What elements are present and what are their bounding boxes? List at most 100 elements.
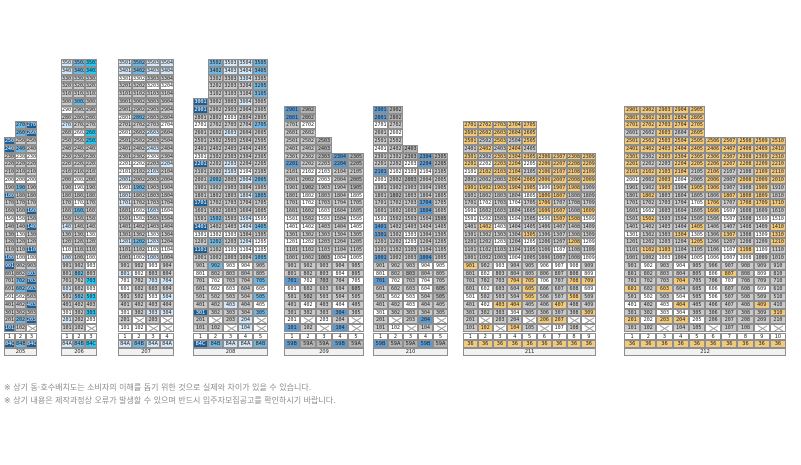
unit-cell[interactable]: 1402 [300,222,316,231]
unit-cell[interactable]: 1104 [332,246,348,254]
unit-cell[interactable]: 1302 [15,230,26,239]
unit-cell[interactable]: 1204 [418,238,433,247]
unit-cell[interactable]: 2502 [300,137,316,145]
unit-cell[interactable]: 101 [118,324,132,332]
unit-cell[interactable]: 2601 [373,129,388,137]
unit-cell[interactable]: 2104 [418,168,433,176]
unit-cell[interactable]: 1010 [769,254,786,262]
unit-cell[interactable]: 802 [132,269,146,278]
unit-cell[interactable]: 307 [721,308,738,317]
unit-cell[interactable]: 1601 [624,207,641,215]
unit-cell[interactable]: 3101 [61,90,73,98]
unit-cell[interactable]: 2202 [388,160,403,169]
unit-cell[interactable]: 910 [769,261,786,270]
unit-cell[interactable]: 1801 [61,191,73,200]
unit-cell[interactable]: 908 [737,261,754,270]
unit-cell[interactable]: 607 [721,285,738,293]
unit-cell[interactable]: 2603 [492,129,508,137]
unit-cell[interactable]: 2402 [15,144,26,153]
unit-cell[interactable]: 1801 [284,191,300,200]
unit-cell[interactable]: 2402 [477,144,493,153]
unit-cell[interactable]: 2403 [85,144,97,153]
unit-cell[interactable]: 1105 [348,246,364,254]
unit-cell[interactable]: 1401 [193,222,208,231]
unit-cell[interactable]: 2801 [118,113,132,122]
unit-cell[interactable]: 1506 [705,215,722,223]
unit-cell[interactable]: 907 [551,261,567,270]
unit-cell[interactable]: 1802 [208,191,223,200]
unit-cell[interactable]: 1603 [223,207,238,215]
unit-cell[interactable]: 3401 [61,66,73,75]
unit-cell[interactable]: 1103 [26,246,37,254]
unit-cell[interactable]: 1202 [300,238,316,247]
unit-cell[interactable]: 1108 [737,246,754,254]
unit-cell[interactable]: 2107 [721,168,738,176]
unit-cell[interactable]: 1905 [253,183,268,192]
unit-cell[interactable]: 1605 [253,207,268,215]
unit-cell[interactable]: 1204 [332,238,348,247]
unit-cell[interactable]: 309 [581,308,597,317]
unit-cell[interactable]: 2601 [193,129,208,137]
unit-cell[interactable]: 602 [15,285,26,293]
unit-cell[interactable]: 905 [688,261,705,270]
unit-cell[interactable]: 1001 [463,254,478,262]
unit-cell[interactable]: 1608 [737,207,754,215]
unit-cell[interactable]: 206 [537,316,552,325]
unit-cell[interactable]: 2704 [672,121,689,130]
unit-cell[interactable]: 2407 [721,144,738,153]
unit-cell[interactable]: 603 [85,285,97,293]
unit-cell[interactable]: 101 [4,324,15,332]
unit-cell[interactable]: 1803 [85,191,97,200]
unit-cell[interactable]: 503 [656,293,673,301]
unit-cell[interactable]: 1102 [208,246,223,254]
unit-cell[interactable]: 2602 [640,129,657,137]
unit-cell[interactable]: 1704 [672,199,689,208]
unit-cell[interactable]: 1203 [85,238,97,247]
unit-cell[interactable]: 2605 [522,129,537,137]
unit-cell[interactable]: 906 [705,261,722,270]
unit-cell[interactable]: 2203 [492,160,508,169]
unit-cell[interactable]: 3503 [85,59,97,67]
unit-cell[interactable]: 2504 [238,137,253,145]
unit-cell[interactable]: 1504 [238,215,253,223]
unit-cell[interactable]: 2209 [581,160,597,169]
unit-cell[interactable]: 2803 [656,113,673,122]
unit-cell[interactable]: 1003 [85,254,97,262]
unit-cell[interactable]: 408 [566,300,582,309]
unit-cell[interactable]: 2001 [118,176,132,184]
unit-cell[interactable]: 1801 [463,191,478,200]
unit-cell[interactable]: 2503 [146,137,160,145]
unit-cell[interactable]: 608 [566,285,582,293]
unit-cell[interactable]: 805 [253,269,268,278]
unit-cell[interactable]: 603 [223,285,238,293]
unit-cell[interactable]: 1804 [332,191,348,200]
unit-cell[interactable]: 904 [672,261,689,270]
unit-cell[interactable]: 1503 [316,215,332,223]
unit-cell[interactable]: 701 [624,277,641,286]
unit-cell[interactable]: 2401 [463,144,478,153]
unit-cell[interactable]: 306 [537,308,552,317]
unit-cell[interactable]: 1708 [737,199,754,208]
unit-cell[interactable]: 1401 [61,222,73,231]
unit-cell[interactable]: 601 [463,285,478,293]
unit-cell[interactable]: 2303 [316,152,332,161]
unit-cell[interactable]: 1004 [332,254,348,262]
unit-cell[interactable]: 1609 [753,207,770,215]
unit-cell[interactable]: 2904 [238,105,253,114]
unit-cell[interactable]: 803 [26,269,37,278]
unit-cell[interactable]: 1904 [672,183,689,192]
unit-cell[interactable]: 2301 [624,152,641,161]
unit-cell[interactable]: 2202 [208,160,223,169]
unit-cell[interactable]: 901 [193,261,208,270]
unit-cell[interactable]: 3402 [132,66,146,75]
unit-cell[interactable]: 1301 [4,230,15,239]
unit-cell[interactable]: 708 [566,277,582,286]
unit-cell[interactable]: 2102 [73,168,85,176]
unit-cell[interactable]: 1005 [348,254,364,262]
unit-cell[interactable]: 1401 [373,222,388,231]
unit-cell[interactable]: 1901 [373,183,388,192]
unit-cell[interactable]: 1901 [118,183,132,192]
unit-cell[interactable]: 2302 [132,152,146,161]
unit-cell[interactable]: 2802 [388,113,403,122]
unit-cell[interactable]: 1604 [332,207,348,215]
